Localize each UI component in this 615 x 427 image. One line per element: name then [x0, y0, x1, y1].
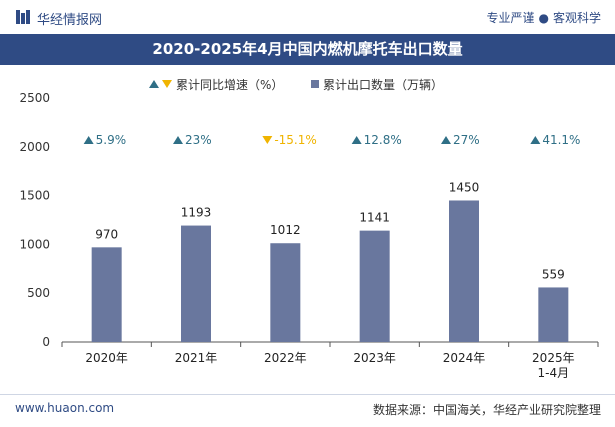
footer-url: www.huaon.com: [15, 401, 115, 415]
legend-growth-label: 累计同比增速（%）: [176, 78, 283, 92]
tagline-dot-icon: ●: [538, 11, 549, 25]
legend-bar-label: 累计出口数量（万辆）: [323, 77, 443, 92]
y-tick-label: 1500: [19, 189, 50, 203]
bar-value-label: 1450: [449, 180, 480, 194]
bar: [538, 287, 569, 342]
x-tick-label: 2022年: [264, 351, 307, 365]
x-tick-label: 2020年: [85, 351, 128, 365]
x-tick-label: 2021年: [175, 351, 218, 365]
y-tick-label: 2000: [19, 140, 50, 154]
growth-value-label: 12.8%: [364, 133, 402, 147]
growth-up-triangle-icon: [530, 136, 541, 144]
tagline-left: 专业严谨: [486, 11, 535, 25]
bar-value-label: 559: [542, 267, 565, 281]
growth-labels-layer: 5.9% 23% -15.1% 12.8% 27% 41.1%: [83, 133, 580, 147]
growth-up-triangle-icon: [173, 136, 183, 144]
x-tick-label: 2023年: [353, 351, 396, 365]
footer-divider: [0, 394, 615, 395]
tagline-right: 客观科学: [552, 11, 601, 25]
bar-value-label: 1012: [270, 223, 301, 237]
tagline: 专业严谨 ● 客观科学: [486, 9, 601, 26]
growth-value-label: -15.1%: [274, 133, 316, 147]
bar-chart: 累计同比增速（%） 累计出口数量（万辆） 0 500 1000 1500 2000 2500…: [19, 77, 599, 380]
y-tick-label: 1000: [19, 237, 50, 251]
legend-bar-swatch-icon: [311, 80, 319, 88]
bars-layer: 970 1193 1012 1141 1450 559: [91, 180, 569, 342]
top-bar: 华经情报网 专业严谨 ● 客观科学: [0, 0, 615, 34]
bar: [91, 247, 122, 342]
y-tick-label: 500: [27, 286, 50, 300]
x-axis: 2020年 2021年 2022年 2023年 2024年 2025年 1-4月: [61, 341, 599, 380]
title-bar: 2020-2025年4月中国内燃机摩托车出口数量: [0, 34, 615, 65]
x-tick-label: 2025年 1-4月: [532, 351, 575, 380]
growth-up-triangle-icon: [441, 136, 451, 144]
growth-up-triangle-icon: [351, 136, 362, 144]
growth-down-triangle-icon: [262, 136, 273, 144]
y-tick-label: 0: [42, 335, 50, 349]
huajing-logo-icon: [16, 10, 30, 24]
footer-source: 数据来源：中国海关，华经产业研究院整理: [372, 403, 601, 417]
bar: [270, 243, 301, 342]
growth-value-label: 5.9%: [96, 133, 127, 147]
bar-value-label: 1193: [181, 206, 212, 220]
y-axis: 0 500 1000 1500 2000 2500: [19, 91, 50, 349]
legend-down-triangle-icon: [162, 80, 172, 88]
growth-value-label: 41.1%: [542, 133, 580, 147]
chart-title: 2020-2025年4月中国内燃机摩托车出口数量: [152, 40, 463, 58]
x-tick-label: 2024年: [443, 351, 486, 365]
bar: [181, 225, 211, 342]
y-tick-label: 2500: [19, 91, 50, 105]
brand-name: 华经情报网: [37, 13, 103, 28]
growth-value-label: 27%: [453, 133, 480, 147]
growth-up-triangle-icon: [83, 136, 94, 144]
legend: 累计同比增速（%） 累计出口数量（万辆）: [149, 77, 443, 92]
bar-value-label: 970: [95, 227, 118, 241]
bar: [449, 200, 479, 342]
growth-value-label: 23%: [185, 133, 212, 147]
bar-value-label: 1141: [359, 211, 390, 225]
bar: [359, 230, 390, 342]
legend-up-triangle-icon: [149, 80, 159, 88]
